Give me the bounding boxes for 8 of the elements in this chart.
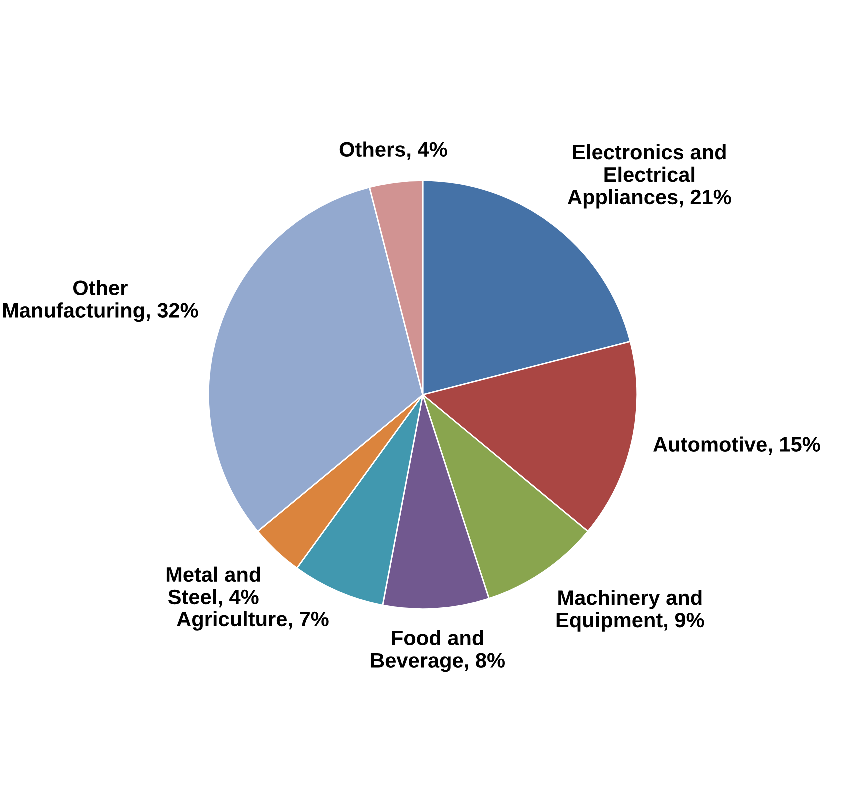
slice-label: Others, 4%	[340, 142, 448, 160]
slice-label: Agriculture, 7%	[177, 611, 329, 631]
slice-label: Electronics and Electrical Appliances, 21%	[568, 144, 732, 209]
slice-label: Machinery and Equipment, 9%	[556, 590, 704, 632]
slice-label: Food and Beverage, 8%	[371, 630, 506, 672]
slice-label: Automotive, 15%	[654, 436, 820, 456]
slice-label: Other Manufacturing, 32%	[3, 280, 198, 322]
slice-label: Metal and Steel, 4%	[166, 566, 260, 608]
